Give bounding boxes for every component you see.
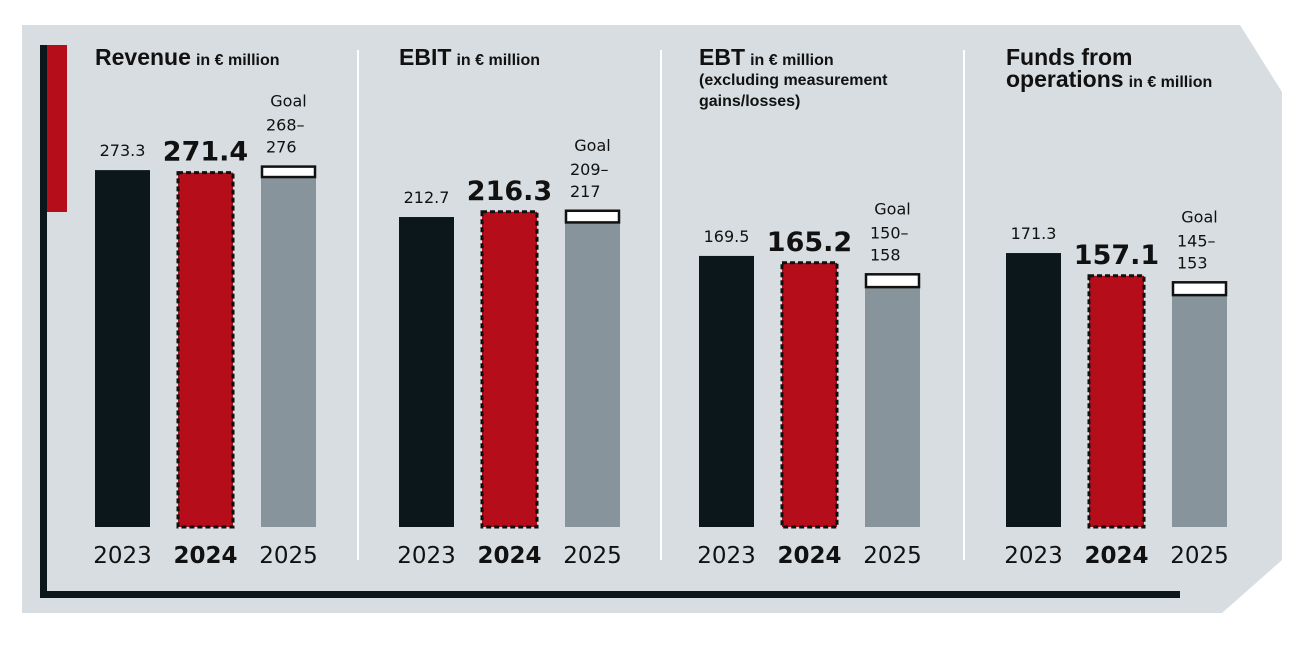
goal-bar — [865, 287, 920, 527]
goal-label: Goal — [1181, 207, 1217, 226]
bar — [1087, 274, 1146, 529]
bar — [176, 171, 235, 529]
x-tick-label: 2025 — [863, 543, 922, 569]
x-tick-label: 2023 — [397, 543, 456, 569]
accent — [47, 45, 67, 212]
goal-range — [564, 209, 621, 224]
goal-high-label: 158 — [870, 245, 901, 264]
chart-title: Revenue in € million — [95, 44, 280, 70]
title-text: Funds from — [1006, 44, 1133, 70]
chart-title: EBT in € million — [699, 44, 834, 70]
goal-bar — [1172, 295, 1227, 527]
value-label: 171.3 — [1011, 224, 1057, 243]
x-tick-label: 2023 — [697, 543, 756, 569]
panel — [22, 25, 1282, 613]
goal-label: Goal — [270, 92, 306, 111]
value-label: 212.7 — [404, 188, 450, 207]
note: (excluding measurement — [699, 72, 888, 89]
x-tick-label: 2025 — [259, 543, 318, 569]
subtitle: in € million — [196, 52, 280, 69]
x-tick-label: 2024 — [1084, 543, 1148, 569]
goal-label: Goal — [874, 199, 910, 218]
title-text: operations — [1006, 66, 1124, 92]
goal-label: Goal — [574, 136, 610, 155]
value-label: 157.1 — [1074, 240, 1159, 271]
left-rule — [40, 45, 47, 598]
bar — [95, 170, 150, 528]
x-tick-label: 2023 — [1004, 543, 1063, 569]
chart-title: operations in € million — [1006, 66, 1212, 92]
bar — [480, 210, 539, 529]
goal-range — [1171, 281, 1228, 297]
value-label: 165.2 — [767, 227, 852, 258]
x-tick-label: 2024 — [173, 543, 237, 569]
chart-title: Funds from — [1006, 44, 1133, 70]
title-text: Revenue — [95, 44, 191, 70]
goal-high-label: 153 — [1177, 253, 1208, 272]
note: gains/losses) — [699, 93, 800, 110]
x-tick-label: 2023 — [93, 543, 152, 569]
bar — [399, 217, 454, 527]
x-tick-label: 2024 — [477, 543, 541, 569]
goal-high-label: 217 — [570, 182, 601, 201]
chart-title: EBIT in € million — [399, 44, 540, 70]
subtitle: in € million — [456, 52, 540, 69]
goal-bar — [565, 222, 620, 527]
bottom-rule — [40, 591, 1180, 598]
value-label: 216.3 — [467, 176, 552, 207]
value-label: 169.5 — [704, 227, 750, 246]
bar — [699, 255, 754, 527]
goal-low-label: 145– — [1177, 231, 1216, 250]
bar — [780, 261, 839, 529]
x-tick-label: 2024 — [777, 543, 841, 569]
goal-range — [864, 273, 921, 289]
value-label: 273.3 — [100, 141, 146, 160]
title-text: EBT — [699, 44, 745, 70]
x-tick-label: 2025 — [1170, 543, 1229, 569]
bar — [1006, 253, 1061, 527]
goal-low-label: 268– — [266, 116, 305, 135]
goal-low-label: 209– — [570, 160, 609, 179]
goal-high-label: 276 — [266, 138, 297, 157]
title-text: EBIT — [399, 44, 451, 70]
goal-low-label: 150– — [870, 223, 909, 242]
subtitle: in € million — [750, 52, 834, 69]
value-label: 271.4 — [163, 137, 248, 168]
x-tick-label: 2025 — [563, 543, 622, 569]
goal-range — [260, 165, 317, 179]
goal-bar — [261, 177, 316, 527]
subtitle: in € million — [1129, 74, 1213, 91]
